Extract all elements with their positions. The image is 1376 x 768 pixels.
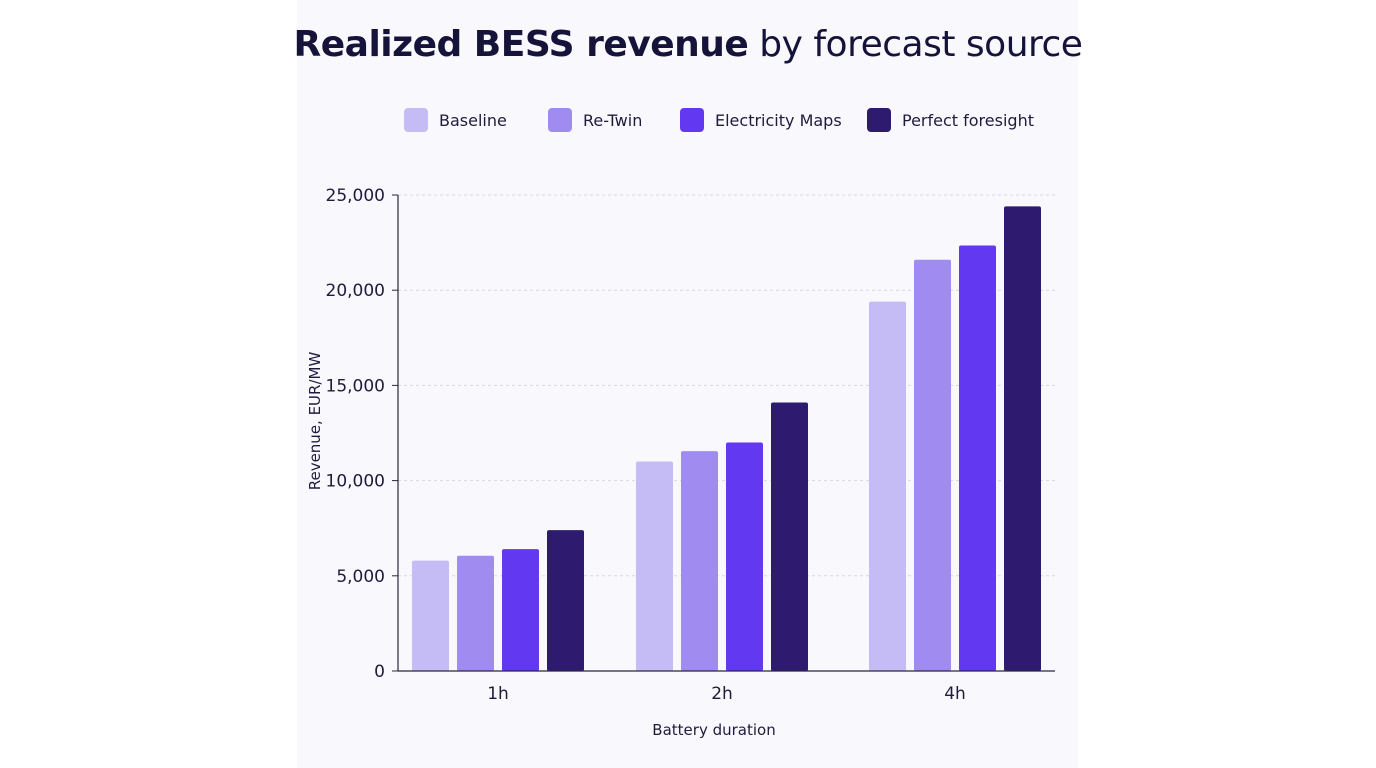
chart-title-main: Realized BESS revenue	[293, 24, 749, 65]
bar-perfect-foresight-4h	[1004, 206, 1041, 671]
y-axis-title: Revenue, EUR/MW	[306, 352, 324, 491]
y-tick-label: 10,000	[326, 472, 385, 492]
bar-electricity-maps-1h	[502, 549, 539, 671]
x-tick-label: 1h	[487, 684, 509, 704]
bar-baseline-2h	[636, 461, 673, 671]
bar-electricity-maps-2h	[726, 442, 763, 671]
x-axis-title: Battery duration	[652, 721, 775, 739]
bar-re-twin-4h	[914, 259, 951, 671]
bar-re-twin-1h	[457, 555, 494, 671]
legend-swatch-electricity-maps	[680, 108, 704, 132]
bar-perfect-foresight-1h	[547, 530, 584, 671]
bar-re-twin-2h	[681, 451, 718, 671]
legend-swatch-re-twin	[548, 108, 572, 132]
legend-item-perfect-foresight: Perfect foresight	[867, 108, 1034, 132]
chart-title-suffix: by forecast source	[759, 24, 1083, 65]
legend-swatch-perfect-foresight	[867, 108, 891, 132]
bar-electricity-maps-4h	[959, 245, 996, 671]
x-tick-label: 4h	[944, 684, 966, 704]
y-tick-label: 25,000	[326, 186, 385, 206]
x-tick-label: 2h	[711, 684, 733, 704]
y-tick-label: 0	[374, 662, 385, 682]
legend-item-baseline: Baseline	[404, 108, 507, 132]
chart-title: Realized BESS revenue by forecast source	[0, 24, 1376, 65]
legend-item-re-twin: Re-Twin	[548, 108, 642, 132]
y-tick-label: 5,000	[336, 567, 385, 587]
bar-perfect-foresight-2h	[771, 402, 808, 671]
legend-swatch-baseline	[404, 108, 428, 132]
y-tick-label: 15,000	[326, 376, 385, 396]
legend-label-re-twin: Re-Twin	[583, 110, 643, 130]
bar-baseline-4h	[869, 301, 906, 671]
legend-label-electricity-maps: Electricity Maps	[715, 110, 842, 130]
legend-label-perfect-foresight: Perfect foresight	[902, 110, 1034, 130]
legend-label-baseline: Baseline	[439, 110, 507, 130]
legend-item-electricity-maps: Electricity Maps	[680, 108, 842, 132]
y-tick-label: 20,000	[326, 281, 385, 301]
bar-baseline-1h	[412, 560, 449, 671]
